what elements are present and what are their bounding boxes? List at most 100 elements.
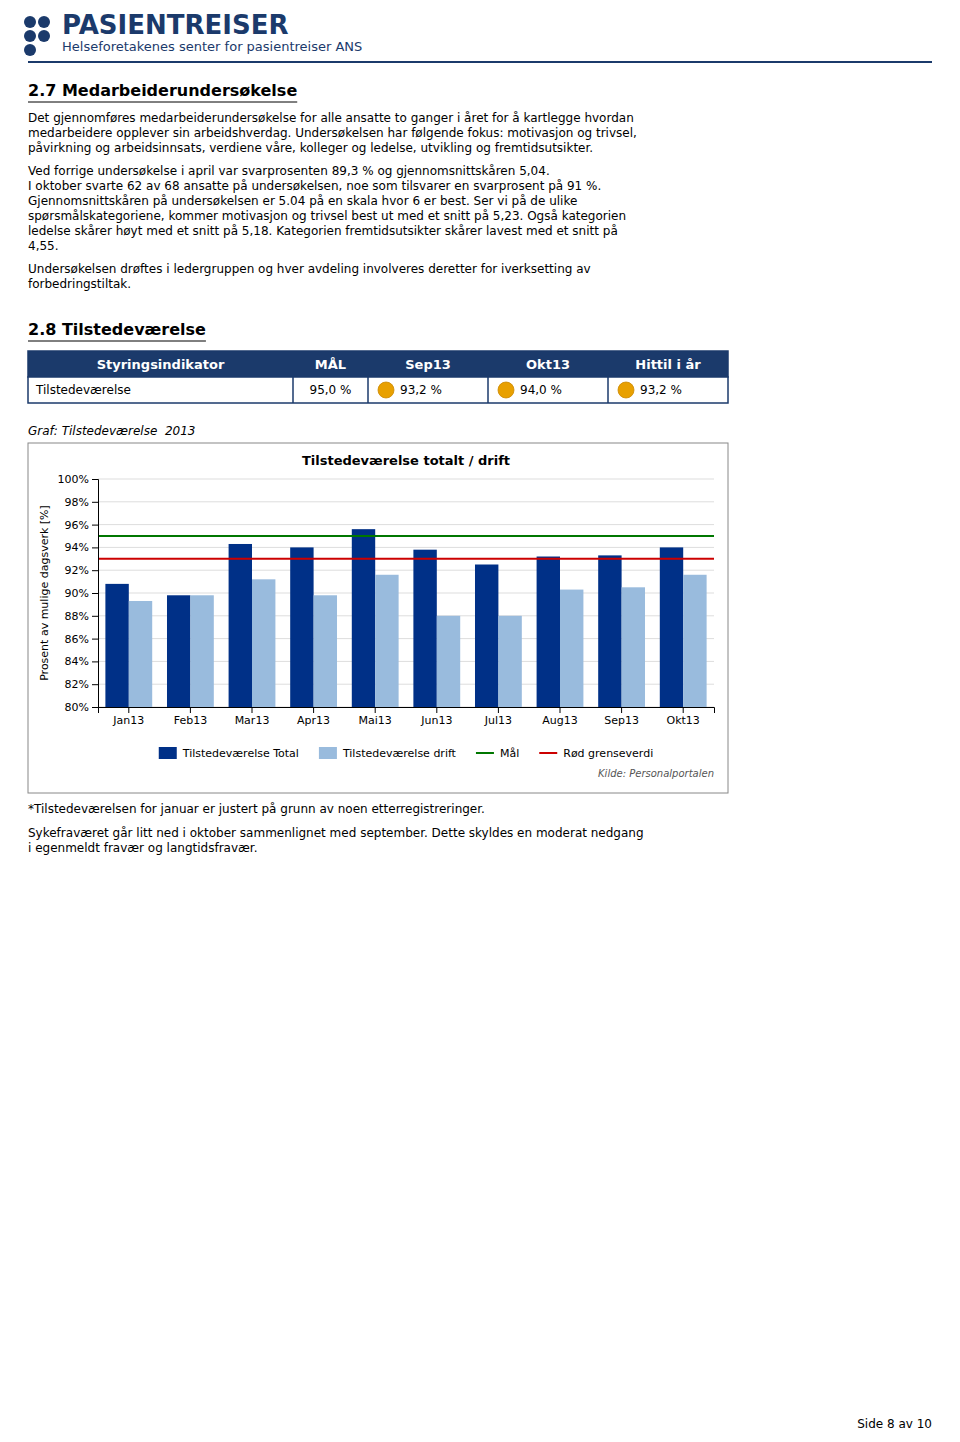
bar — [437, 616, 460, 707]
x-tick-mark — [313, 707, 314, 713]
bar — [475, 565, 498, 708]
x-tick: Jun13 — [420, 707, 452, 727]
x-tick-mark — [190, 707, 191, 713]
x-tick-label: Jul13 — [484, 714, 512, 727]
y-tick-label: 96% — [65, 519, 89, 532]
x-tick-label: Aug13 — [542, 714, 577, 727]
legend-label: Tilstedeværelse drift — [342, 747, 457, 760]
legend-item: Rød grenseverdi — [539, 747, 653, 760]
logo-dot — [24, 30, 36, 42]
y-tick-label: 94% — [65, 541, 89, 554]
bar — [622, 587, 645, 707]
header-rule — [28, 61, 932, 63]
table-header: MÅL — [315, 357, 346, 372]
chart-title: Tilstedeværelse totalt / drift — [302, 453, 510, 468]
logo-dot — [24, 44, 36, 56]
grid-line — [98, 501, 714, 502]
legend-label: Mål — [500, 747, 519, 760]
bar — [352, 529, 375, 707]
x-tick: Mar13 — [235, 707, 270, 727]
legend-swatch — [319, 747, 337, 759]
x-tick-label: Feb13 — [174, 714, 207, 727]
y-tick: 96% — [65, 519, 98, 532]
legend-item: Tilstedeværelse Total — [159, 747, 299, 760]
x-tick: Apr13 — [297, 707, 330, 727]
y-tick-label: 98% — [65, 496, 89, 509]
section-title-underline — [28, 102, 297, 103]
x-tick-mark — [128, 707, 129, 713]
x-tick: Sep13 — [604, 707, 639, 727]
legend-item: Tilstedeværelse drift — [319, 747, 457, 760]
y-axis: 80%82%84%86%88%90%92%94%96%98%100% — [58, 473, 99, 714]
y-tick-label: 84% — [65, 655, 89, 668]
x-tick-mark — [621, 707, 622, 713]
bar — [375, 575, 398, 707]
legend-label: Tilstedeværelse Total — [182, 747, 299, 760]
header: PASIENTREISERHelseforetakenes senter for… — [24, 10, 932, 62]
paragraph-line: Undersøkelsen drøftes i ledergruppen og … — [28, 262, 591, 276]
grid-line — [98, 524, 714, 525]
page: PASIENTREISERHelseforetakenes senter for… — [0, 0, 960, 1442]
status-indicator — [498, 382, 514, 398]
table-header: Hittil i år — [635, 357, 701, 372]
y-axis-title: Prosent av mulige dagsverk [%] — [38, 505, 51, 681]
legend-swatch — [159, 747, 177, 759]
y-tick-mark — [92, 502, 98, 503]
bar — [598, 555, 621, 707]
bar — [560, 590, 583, 707]
x-tick: Okt13 — [667, 707, 700, 727]
x-tick-mark — [375, 707, 376, 713]
y-tick-label: 90% — [65, 587, 89, 600]
header-title: PASIENTREISER — [62, 10, 288, 40]
paragraph-line: forbedringstiltak. — [28, 277, 131, 291]
y-tick-label: 82% — [65, 678, 89, 691]
table-header: Sep13 — [405, 357, 451, 372]
status-indicator — [378, 382, 394, 398]
logo-dot — [38, 16, 50, 28]
table-data-row — [28, 377, 728, 403]
x-tick-mark — [683, 707, 684, 713]
bar — [498, 616, 521, 707]
x-axis: Jan13 Feb13 Mar13 Apr13 Mai13 Jun13 Jul13 Aug13… — [99, 707, 715, 727]
table-header: Okt13 — [526, 357, 570, 372]
grid-line — [98, 547, 714, 548]
x-tick-label: Sep13 — [604, 714, 639, 727]
x-tick-mark — [436, 707, 437, 713]
reference-line — [98, 535, 714, 537]
table-cell: 93,2 % — [640, 383, 682, 397]
table-divider — [367, 377, 369, 403]
x-tick-label: Jan13 — [112, 714, 144, 727]
bar — [252, 579, 275, 707]
y-tick: 80% — [65, 701, 98, 714]
bar — [314, 595, 337, 707]
bar — [537, 557, 560, 707]
grid-line — [98, 479, 714, 480]
table-header-row — [28, 351, 728, 377]
bar — [167, 595, 190, 707]
bar — [129, 601, 152, 707]
x-tick-label: Apr13 — [297, 714, 330, 727]
y-tick-label: 86% — [65, 633, 89, 646]
y-tick-mark — [92, 547, 98, 548]
x-tick-label: Mai13 — [359, 714, 392, 727]
bar — [229, 544, 252, 707]
paragraph-line: Ved forrige undersøkelse i april var sva… — [28, 164, 550, 178]
page-background — [0, 0, 960, 1442]
section-title-underline — [28, 341, 206, 342]
y-tick-mark — [92, 661, 98, 662]
grid — [98, 479, 714, 707]
table-divider — [487, 377, 489, 403]
table-cell: Tilstedeværelse — [35, 383, 131, 397]
y-tick-label: 100% — [58, 473, 89, 486]
legend-swatch — [539, 752, 557, 754]
x-tick: Jul13 — [484, 707, 512, 727]
x-tick-label: Jun13 — [420, 714, 452, 727]
x-axis-line — [99, 708, 715, 714]
logo-dot — [24, 16, 36, 28]
legend-item: Mål — [476, 747, 519, 760]
bar — [683, 575, 706, 707]
x-tick-label: Mar13 — [235, 714, 270, 727]
y-tick-label: 80% — [65, 701, 89, 714]
section-title: 2.7 Medarbeiderundersøkelse — [28, 81, 297, 100]
y-tick: 94% — [65, 541, 98, 554]
